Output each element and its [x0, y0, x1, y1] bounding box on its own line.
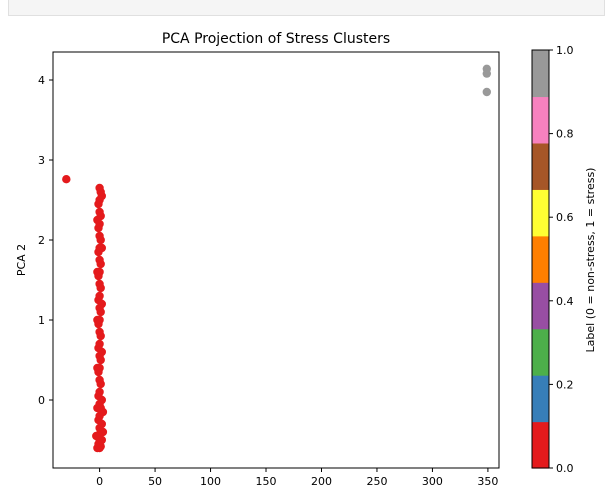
- colorbar-frame: [531, 49, 550, 469]
- scatter-point: [97, 243, 107, 253]
- scatter-points: [62, 64, 491, 453]
- x-tick-label: 50: [148, 475, 162, 488]
- notebook-output-strip: [8, 0, 605, 16]
- y-tick-label: 2: [38, 234, 45, 247]
- scatter-point: [94, 199, 103, 209]
- scatter-point: [482, 87, 491, 97]
- scatter-point: [96, 235, 105, 245]
- scatter-point: [93, 443, 102, 453]
- colorbar-segment: [532, 421, 549, 469]
- scatter-point: [92, 431, 101, 441]
- scatter-point: [94, 223, 103, 233]
- x-tick-label: 300: [422, 475, 443, 488]
- colorbar-ticks: 0.0 0.2 0.4 0.6 0.8 1.0: [549, 44, 574, 475]
- colorbar-label: Label (0 = non-stress, 1 = stress): [584, 168, 597, 353]
- y-axis-label: PCA 2: [15, 244, 28, 276]
- y-tick-label: 3: [38, 154, 45, 167]
- colorbar-segment: [532, 375, 549, 423]
- colorbar-tick-label: 0.8: [556, 128, 574, 141]
- colorbar-segment: [532, 235, 549, 283]
- scatter-point: [93, 363, 102, 373]
- colorbar-segment: [532, 328, 549, 376]
- colorbar-tick-label: 0.0: [556, 462, 574, 475]
- y-tick-label: 0: [38, 394, 45, 407]
- colorbar-segment: [532, 282, 549, 330]
- scatter-point: [97, 419, 107, 429]
- colorbar: [531, 49, 550, 469]
- scatter-point: [96, 379, 105, 389]
- plot-frame: [52, 51, 500, 469]
- x-tick-label: 200: [311, 475, 332, 488]
- scatter-point: [93, 267, 102, 277]
- colorbar-segment: [532, 142, 549, 190]
- y-tick-label: 1: [38, 314, 45, 327]
- colorbar-segment: [532, 189, 549, 237]
- colorbar-tick-label: 0.6: [556, 211, 574, 224]
- y-tick-label: 4: [38, 74, 45, 87]
- scatter-point: [98, 427, 108, 437]
- x-tick-label: 150: [256, 475, 277, 488]
- scatter-point: [97, 347, 107, 357]
- chart-title: PCA Projection of Stress Clusters: [162, 31, 390, 47]
- colorbar-tick-label: 1.0: [556, 44, 574, 57]
- scatter-point: [62, 175, 71, 184]
- colorbar-segment: [532, 50, 549, 98]
- scatter-point: [96, 355, 105, 365]
- scatter-point: [482, 69, 491, 78]
- scatter-point: [97, 299, 107, 309]
- y-axis-ticks: 0 1 2 3 4: [38, 74, 53, 407]
- scatter-point: [97, 191, 107, 201]
- scatter-point: [97, 395, 107, 405]
- x-tick-label: 250: [366, 475, 387, 488]
- scatter-point: [93, 215, 102, 225]
- scatter-point: [96, 307, 105, 317]
- scatter-point: [96, 283, 105, 293]
- x-tick-label: 0: [96, 475, 103, 488]
- scatter-point: [93, 315, 102, 325]
- x-axis-ticks: 0 50 100 150 200 250 300 350: [96, 468, 498, 488]
- colorbar-tick-label: 0.4: [556, 295, 574, 308]
- scatter-point: [98, 407, 108, 417]
- scatter-point: [96, 259, 105, 269]
- x-tick-label: 350: [477, 475, 498, 488]
- colorbar-segment: [532, 96, 549, 144]
- x-tick-label: 100: [200, 475, 221, 488]
- colorbar-tick-label: 0.2: [556, 378, 574, 391]
- scatter-point: [96, 331, 105, 341]
